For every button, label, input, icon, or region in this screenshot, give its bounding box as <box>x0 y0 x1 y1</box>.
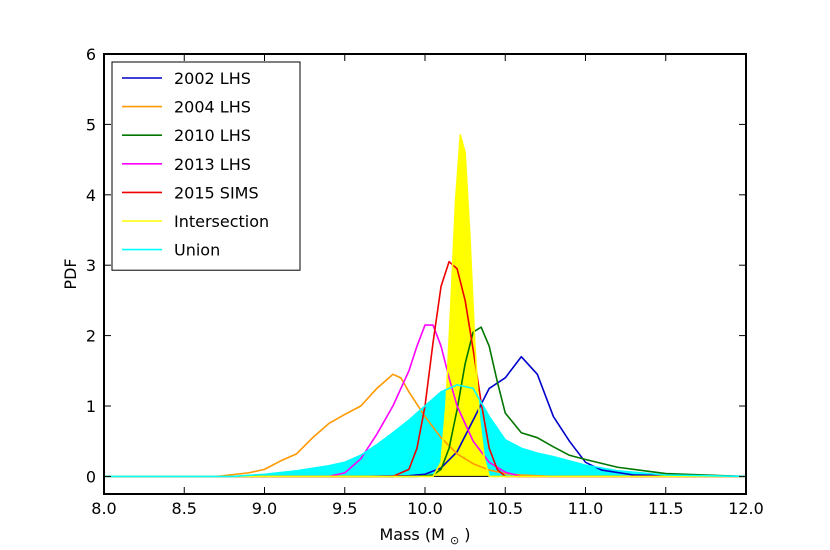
legend-label-2002-lhs: 2002 LHS <box>174 69 251 88</box>
series-fills <box>104 134 746 477</box>
x-tick-label: 10.0 <box>407 499 443 518</box>
y-tick-label: 6 <box>86 45 96 64</box>
y-tick-label: 2 <box>86 327 96 346</box>
line-union <box>104 384 747 478</box>
legend-label-intersection: Intersection <box>174 212 269 231</box>
x-tick-label: 9.0 <box>252 499 277 518</box>
x-tick-label: 9.5 <box>332 499 357 518</box>
y-tick-label: 4 <box>86 186 96 205</box>
y-axis-ticks: 0 1 2 3 4 5 6 <box>86 45 746 486</box>
series-lines <box>104 134 747 478</box>
x-axis-title-main: Mass (M <box>379 525 444 544</box>
x-axis-title: Mass (M ⊙ ) <box>379 525 470 548</box>
y-axis-title: PDF <box>61 258 80 289</box>
y-tick-label: 5 <box>86 115 96 134</box>
x-tick-label: 11.5 <box>648 499 684 518</box>
legend-label-2004-lhs: 2004 LHS <box>174 98 251 117</box>
line-2010-lhs <box>104 326 747 478</box>
legend-label-union: Union <box>174 241 220 260</box>
legend-box <box>111 61 301 271</box>
y-tick-label: 3 <box>86 256 96 275</box>
legend: 2002 LHS 2004 LHS 2010 LHS 2013 LHS 2015 SIM… <box>111 61 301 271</box>
y-tick-label: 0 <box>86 467 96 486</box>
line-2004-lhs <box>104 373 746 478</box>
legend-label-2013-lhs: 2013 LHS <box>174 155 251 174</box>
x-axis-ticks: 8.0 8.5 9.0 9.5 10.0 10.5 11.0 11.5 12.0 <box>91 54 764 518</box>
x-tick-label: 10.5 <box>487 499 523 518</box>
line-2002-lhs <box>104 355 747 478</box>
line-2013-lhs <box>104 324 746 478</box>
x-axis-title-sub: ⊙ <box>450 534 459 547</box>
y-tick-label: 1 <box>86 397 96 416</box>
fill-union <box>104 384 746 477</box>
x-tick-label: 8.0 <box>91 499 116 518</box>
line-intersection <box>104 134 746 478</box>
x-tick-label: 12.0 <box>728 499 764 518</box>
legend-label-2015-sims: 2015 SIMS <box>174 183 259 202</box>
x-tick-label: 8.5 <box>172 499 197 518</box>
x-tick-label: 11.0 <box>568 499 604 518</box>
legend-label-2010-lhs: 2010 LHS <box>174 126 251 145</box>
x-axis-title-end: ) <box>464 525 470 544</box>
